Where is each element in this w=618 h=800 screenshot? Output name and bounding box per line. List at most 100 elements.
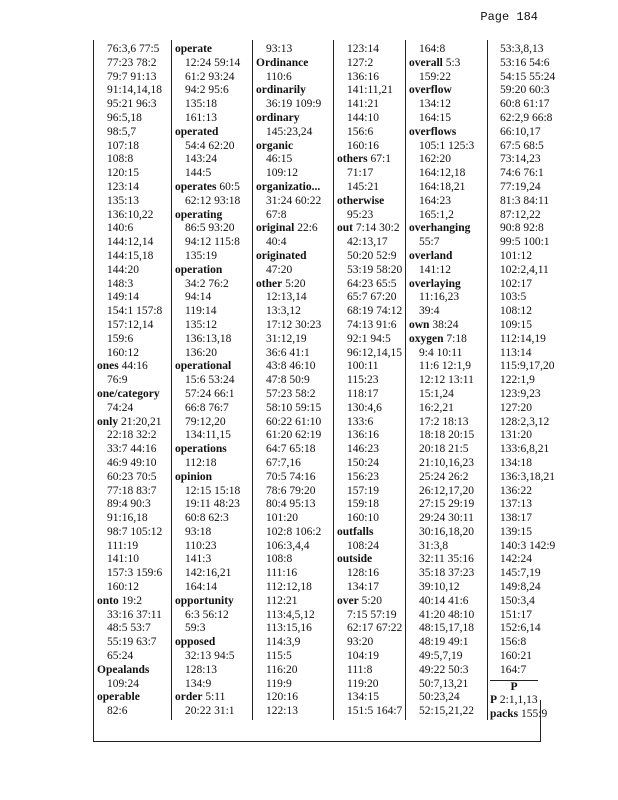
page-refs: 136:10,22: [107, 208, 154, 221]
page-refs: 116:20: [266, 663, 298, 676]
page-refs: 79:12,20: [185, 415, 226, 428]
page-refs: 80:4 95:13: [266, 498, 316, 511]
page-number: Page 184: [480, 10, 538, 24]
index-term: over: [337, 594, 359, 607]
page-refs: 66:10,17: [500, 125, 541, 138]
index-term: operates: [175, 180, 217, 193]
index-entry: onto 19:2: [97, 595, 162, 609]
page-refs: 78:6 79:20: [266, 484, 316, 497]
index-term: P: [490, 694, 498, 707]
page-refs: 134:18: [500, 456, 532, 469]
page-refs: 22:6: [297, 222, 318, 235]
index-entry: overflows: [409, 126, 474, 140]
page-refs: 156:8: [500, 636, 527, 649]
page-refs: 17:2 18:13: [419, 415, 469, 428]
index-term: operable: [97, 691, 140, 704]
page-refs: 2:1,1,13: [499, 694, 538, 707]
page-refs: 52:15,21,22: [419, 705, 474, 718]
page-refs: 57:23 58:2: [266, 387, 316, 400]
page-refs: 86:5 93:20: [185, 222, 235, 235]
page-refs: 47:8 50:9: [266, 374, 310, 387]
index-term: onto: [97, 594, 119, 607]
page-refs: 162:20: [419, 153, 451, 166]
page-refs: 108:8: [107, 153, 134, 166]
index-entry: operable: [97, 691, 162, 705]
page-refs: 136:16: [347, 429, 379, 442]
page-refs: 27:15 29:19: [419, 498, 475, 511]
index-term: ordinarily: [256, 84, 306, 97]
page-refs: 39:4: [419, 305, 440, 318]
page-refs: 33:16 37:11: [107, 608, 162, 621]
page-refs: 62:17 67:22: [347, 622, 403, 635]
page-refs: 95:21 96:3: [107, 98, 157, 111]
page-refs: 77:23 78:2: [107, 56, 157, 69]
index-column: 93:13 Ordinance 110:6 ordinarily 36:19 109:9…: [256, 43, 321, 719]
page-refs: 114:3,9: [266, 636, 301, 649]
page-refs: 144:5: [185, 167, 212, 180]
index-entry: others 67:1: [337, 153, 402, 167]
page-refs: 40:14 41:6: [419, 594, 469, 607]
page-refs: 67:8: [266, 208, 287, 221]
page-refs: 53:3,8,13: [500, 43, 544, 55]
page-refs: 31:24 60:22: [266, 194, 322, 207]
page-refs: 91:14,14,18: [107, 84, 162, 97]
page-refs: 135:13: [107, 194, 139, 207]
page-refs: 136:13,18: [185, 332, 232, 345]
index-term: original: [256, 222, 295, 235]
page-refs: 164:15: [419, 111, 451, 124]
page-refs: 136:3,18,21: [500, 470, 555, 483]
page-refs: 99:5 100:1: [500, 236, 550, 249]
index-entry: packs 155:9: [490, 708, 555, 722]
page-refs: 38:24: [432, 318, 459, 331]
page-refs: 96:5,18: [107, 111, 142, 124]
page-refs: 111:8: [347, 663, 373, 676]
page-refs: 140:3 142:9: [500, 539, 556, 552]
page-refs: 73:14,23: [500, 153, 541, 166]
page-refs: 151:17: [500, 608, 532, 621]
page-refs: 5:11: [205, 691, 226, 704]
page-refs: 100:11: [347, 360, 379, 373]
index-entry: one/category: [97, 388, 162, 402]
page-refs: 49:22 50:3: [419, 663, 469, 676]
index-term: operation: [175, 263, 223, 276]
page-refs: 108:24: [347, 539, 379, 552]
page-refs: 134:17: [347, 581, 379, 594]
page-refs: 48:19 49:1: [419, 636, 469, 649]
page-refs: 109:15: [500, 318, 532, 331]
page-refs: 20:22 31:1: [185, 705, 235, 718]
page-refs: 12:24 59:14: [185, 56, 241, 69]
page-refs: 160:21: [500, 650, 532, 663]
page-refs: 101:20: [266, 512, 298, 525]
index-entry: opinion: [175, 471, 240, 485]
page-refs: 32:13 94:5: [185, 650, 235, 663]
page-refs: 55:19 63:7: [107, 636, 157, 649]
page-refs: 157:12,14: [107, 318, 154, 331]
index-entry: overland: [409, 250, 474, 264]
page-refs: 5:3: [445, 56, 461, 69]
page-refs: 41:20 48:10: [419, 608, 475, 621]
page-refs: 94:14: [185, 291, 212, 304]
page-refs: 156:23: [347, 470, 379, 483]
index-entry: Ordinance: [256, 57, 321, 71]
page-refs: 103:5: [500, 291, 527, 304]
page-refs: 155:9: [521, 708, 548, 721]
page-refs: 92:1 94:5: [347, 332, 391, 345]
page-refs: 93:18: [185, 525, 212, 538]
page-refs: 60:5: [219, 180, 240, 193]
page-refs: 31:3,8: [419, 539, 449, 552]
page-refs: 21:20,21: [120, 415, 162, 428]
page-refs: 50:20 52:9: [347, 249, 397, 262]
index-entry: ones 44:16: [97, 360, 162, 374]
page-refs: 123:14: [347, 43, 379, 55]
page-refs: 151:5 164:7: [347, 705, 403, 718]
page-refs: 22:18 32:2: [107, 429, 157, 442]
page-refs: 104:19: [347, 650, 379, 663]
page-refs: 49:5,7,19: [419, 650, 463, 663]
index-term: Ordinance: [256, 56, 309, 69]
page-refs: 134:11,15: [185, 429, 231, 442]
page-refs: 136:20: [185, 346, 217, 359]
index-entry: ordinarily: [256, 84, 321, 98]
page-refs: 61:2 93:24: [185, 70, 235, 83]
page-refs: 164:8: [419, 43, 446, 55]
index-term: overall: [409, 56, 443, 69]
